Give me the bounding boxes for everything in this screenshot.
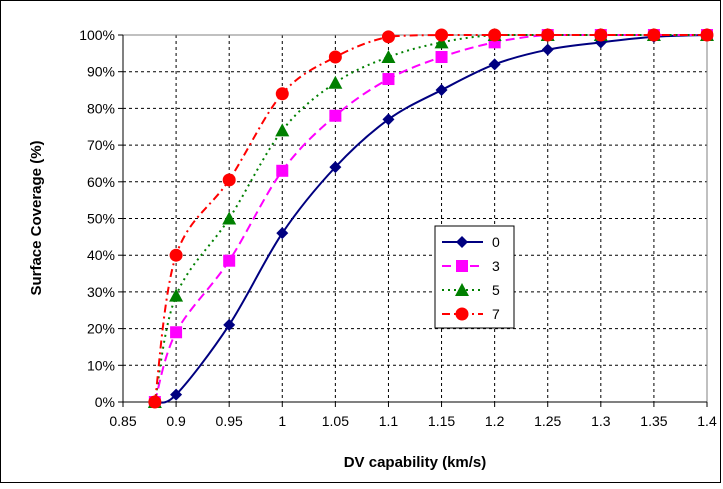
- data-point-0: [488, 58, 501, 71]
- grid-layer: [123, 35, 707, 402]
- x-tick-label: 1: [278, 413, 286, 429]
- data-point-0: [382, 113, 395, 126]
- data-point-7: [148, 395, 162, 409]
- legend-label-0: 0: [492, 234, 500, 250]
- x-tick-label: 1.2: [485, 413, 505, 429]
- data-point-0: [435, 84, 448, 97]
- data-point-3: [329, 109, 342, 122]
- y-tick-label: 60%: [87, 174, 115, 190]
- data-point-5: [381, 50, 396, 64]
- data-point-5: [275, 123, 290, 137]
- y-axis-title: Surface Coverage (%): [28, 140, 45, 295]
- y-tick-label: 100%: [79, 27, 115, 43]
- x-tick-label: 0.95: [216, 413, 243, 429]
- y-tick-label: 70%: [87, 137, 115, 153]
- data-point-7: [381, 30, 395, 44]
- legend-marker-7: [455, 307, 469, 321]
- legend-marker-0: [456, 236, 468, 248]
- data-point-7: [647, 28, 661, 42]
- x-axis-title: DV capability (km/s): [344, 454, 487, 471]
- x-tick-label: 1.4: [697, 413, 717, 429]
- data-point-7: [435, 28, 449, 42]
- data-point-7: [700, 28, 714, 42]
- data-point-5: [434, 35, 449, 49]
- x-tick-label: 0.9: [166, 413, 186, 429]
- series-0: [148, 29, 713, 408]
- data-point-3: [223, 254, 236, 267]
- y-tick-label: 10%: [87, 357, 115, 373]
- y-tick-label: 50%: [87, 211, 115, 227]
- data-point-7: [169, 248, 183, 262]
- data-point-7: [594, 28, 608, 42]
- legend-label-7: 7: [492, 306, 500, 322]
- y-tick-label: 30%: [87, 284, 115, 300]
- series-line-5: [153, 34, 707, 403]
- x-tick-label: 1.15: [428, 413, 455, 429]
- data-point-3: [435, 51, 448, 64]
- data-point-3: [276, 164, 289, 177]
- data-point-5: [169, 288, 184, 302]
- data-point-3: [382, 73, 395, 86]
- data-point-0: [223, 318, 236, 331]
- data-point-7: [541, 28, 555, 42]
- legend-label-3: 3: [492, 258, 500, 274]
- y-tick-label: 20%: [87, 321, 115, 337]
- data-point-7: [275, 87, 289, 101]
- data-point-0: [329, 161, 342, 174]
- data-point-7: [222, 173, 236, 187]
- legend-label-5: 5: [492, 282, 500, 298]
- x-tick-label: 1.25: [534, 413, 561, 429]
- data-point-0: [276, 227, 289, 240]
- data-point-0: [541, 43, 554, 56]
- x-tick-label: 1.3: [591, 413, 611, 429]
- x-tick-label: 1.1: [379, 413, 399, 429]
- y-tick-label: 80%: [87, 100, 115, 116]
- data-point-7: [328, 50, 342, 64]
- data-point-7: [488, 28, 502, 42]
- data-point-5: [328, 75, 343, 89]
- x-tick-label: 0.85: [109, 413, 136, 429]
- legend-marker-3: [456, 260, 468, 272]
- data-point-0: [170, 388, 183, 401]
- series-layer: [147, 28, 714, 409]
- y-tick-label: 0%: [95, 394, 115, 410]
- data-point-5: [222, 211, 237, 225]
- axis-layer: 0% 10% 20% 30% 40% 50% 60% 70% 80% 90% 100% 0.85 0.9…: [79, 27, 717, 429]
- x-tick-label: 1.35: [640, 413, 667, 429]
- legend-marker-5: [455, 283, 469, 296]
- y-tick-label: 40%: [87, 247, 115, 263]
- data-point-3: [170, 326, 183, 339]
- x-tick-label: 1.05: [322, 413, 349, 429]
- y-tick-label: 90%: [87, 64, 115, 80]
- series-7: [148, 28, 714, 409]
- plot-area-border: [122, 34, 708, 403]
- legend: 0 3 5 7: [434, 225, 515, 329]
